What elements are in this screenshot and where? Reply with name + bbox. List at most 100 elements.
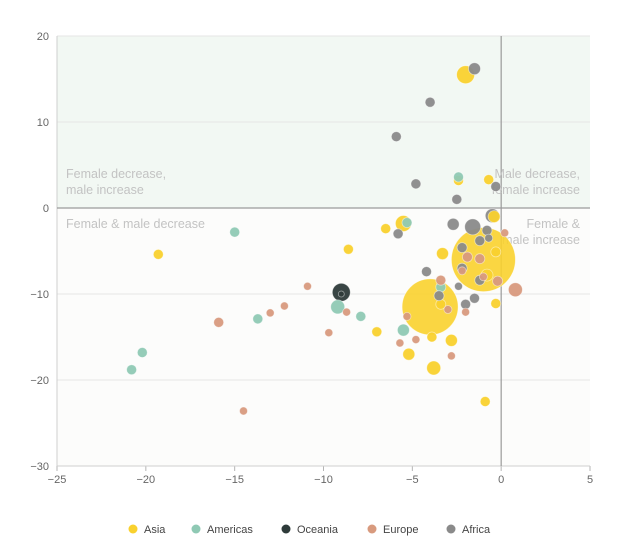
data-point-europe[interactable] (239, 406, 248, 416)
legend-item-oceania[interactable]: Oceania (281, 524, 339, 536)
data-point-europe[interactable] (457, 266, 467, 276)
legend-item-asia[interactable]: Asia (128, 524, 167, 536)
data-point-africa[interactable] (433, 290, 445, 302)
data-point-europe[interactable] (446, 351, 456, 361)
data-point-europe[interactable] (279, 301, 289, 311)
data-point-africa[interactable] (464, 218, 482, 236)
data-point-americas[interactable] (126, 364, 138, 376)
data-point-europe[interactable] (411, 335, 421, 345)
data-point-oceania[interactable] (337, 290, 345, 298)
data-point-americas[interactable] (136, 347, 148, 358)
data-point-asia[interactable] (444, 333, 458, 347)
data-point-africa[interactable] (490, 181, 502, 192)
data-point-europe[interactable] (324, 328, 334, 338)
x-tick-label: −5 (406, 474, 419, 486)
data-point-africa[interactable] (421, 266, 432, 278)
quadrant-label-bottom-left: Female & male decrease (66, 217, 205, 231)
data-point-africa[interactable] (392, 228, 404, 240)
data-point-asia[interactable] (152, 248, 164, 260)
legend-marker (191, 524, 201, 534)
data-point-europe[interactable] (474, 253, 486, 265)
data-point-africa[interactable] (424, 96, 436, 108)
y-tick-label: 0 (43, 203, 49, 215)
data-point-europe[interactable] (265, 308, 275, 318)
data-point-africa[interactable] (454, 281, 463, 291)
quadrant-label-top-left-line2: male increase (66, 183, 144, 197)
data-point-europe[interactable] (342, 307, 352, 317)
x-tick-label: 5 (587, 474, 593, 486)
quadrant-label-bottom-right-line1: Female & (527, 217, 581, 231)
data-point-europe[interactable] (443, 305, 453, 314)
data-point-asia[interactable] (490, 298, 502, 309)
legend-marker (281, 524, 291, 534)
data-point-africa[interactable] (456, 242, 468, 254)
data-points (126, 62, 523, 416)
legend-label: Europe (383, 524, 418, 536)
data-point-europe[interactable] (435, 274, 447, 286)
data-point-africa[interactable] (390, 131, 402, 143)
data-point-europe[interactable] (213, 316, 225, 328)
data-point-americas[interactable] (401, 217, 413, 229)
data-point-europe[interactable] (395, 338, 405, 348)
legend-label: Asia (144, 524, 166, 536)
legend-label: Africa (462, 524, 491, 536)
data-point-asia[interactable] (490, 246, 502, 258)
data-point-europe[interactable] (303, 281, 312, 291)
data-point-americas[interactable] (330, 299, 346, 315)
y-tick-label: −20 (30, 375, 49, 387)
data-point-americas[interactable] (396, 323, 410, 337)
data-point-africa[interactable] (468, 62, 481, 76)
quadrant-label-top-left-line1: Female decrease, (66, 167, 166, 181)
data-point-africa[interactable] (474, 235, 486, 247)
legend-item-americas[interactable]: Americas (191, 524, 254, 536)
data-point-americas[interactable] (453, 171, 464, 183)
data-point-asia[interactable] (479, 396, 491, 407)
data-point-africa[interactable] (451, 193, 463, 205)
data-point-americas[interactable] (252, 313, 264, 325)
data-point-asia[interactable] (483, 174, 495, 186)
data-point-europe[interactable] (461, 307, 471, 317)
data-point-africa[interactable] (484, 233, 494, 243)
tick-labels: −30 −20 −10 0 10 20 −25 −20 −15 −10 −5 0 5 (30, 31, 593, 486)
data-point-asia[interactable] (402, 347, 416, 361)
legend-marker (446, 524, 456, 534)
x-tick-label: −20 (136, 474, 155, 486)
x-tick-label: −25 (48, 474, 67, 486)
y-tick-label: 10 (37, 117, 49, 129)
data-point-asia[interactable] (487, 210, 501, 224)
data-point-asia[interactable] (380, 223, 392, 235)
data-point-africa[interactable] (469, 292, 480, 304)
legend-item-europe[interactable]: Europe (367, 524, 419, 536)
legend-marker (128, 524, 138, 534)
data-point-europe[interactable] (500, 228, 510, 238)
data-point-africa[interactable] (410, 178, 422, 190)
data-point-americas[interactable] (229, 226, 241, 238)
data-point-europe[interactable] (461, 251, 473, 263)
data-point-europe[interactable] (402, 311, 412, 321)
y-tick-label: −30 (30, 461, 49, 473)
data-point-asia[interactable] (426, 360, 442, 376)
legend-marker (367, 524, 377, 534)
y-tick-label: −10 (30, 289, 49, 301)
x-tick-label: −15 (225, 474, 244, 486)
data-point-asia[interactable] (436, 247, 449, 261)
data-point-americas[interactable] (355, 310, 367, 322)
data-point-asia[interactable] (342, 243, 354, 255)
legend[interactable]: Asia Americas Oceania Europe Africa (128, 524, 492, 536)
x-tick-label: 0 (498, 474, 504, 486)
legend-item-africa[interactable]: Africa (446, 524, 492, 536)
data-point-europe[interactable] (492, 275, 504, 287)
data-point-africa[interactable] (481, 224, 493, 236)
data-point-asia[interactable] (426, 331, 438, 343)
legend-label: Oceania (297, 524, 339, 536)
quadrant-label-top-right-line2: female increase (492, 183, 580, 197)
data-point-africa[interactable] (446, 217, 460, 231)
quadrant-label-bottom-right-line2: male increase (502, 233, 580, 247)
quadrant-label-top-right-line1: Male decrease, (495, 167, 580, 181)
x-tick-label: −10 (314, 474, 333, 486)
data-point-europe[interactable] (508, 282, 523, 298)
data-point-europe[interactable] (478, 272, 488, 282)
data-point-asia[interactable] (371, 326, 383, 338)
